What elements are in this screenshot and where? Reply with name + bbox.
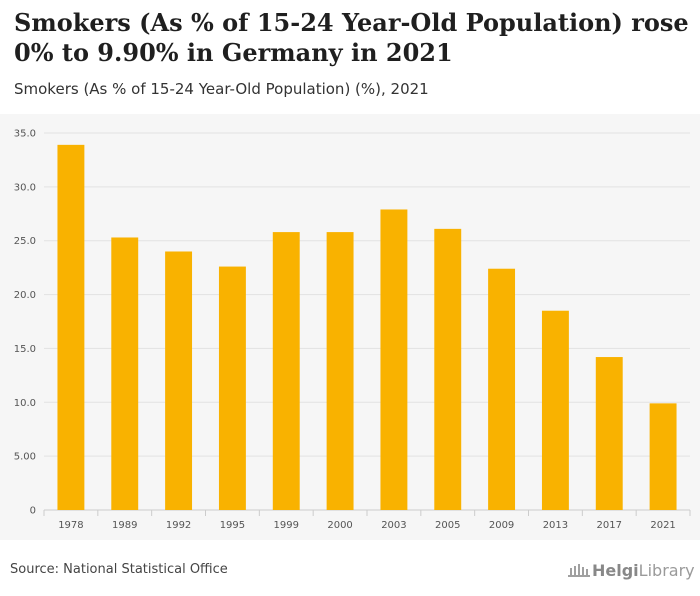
logo-text: Library (638, 561, 695, 580)
x-tick-label: 1989 (112, 520, 137, 531)
x-tick-label: 2017 (597, 520, 622, 531)
logo-text-bold: Helgi (592, 561, 639, 580)
chart-subtitle: Smokers (As % of 15-24 Year-Old Populati… (14, 80, 429, 98)
y-tick-label: 15.0 (14, 344, 36, 355)
x-tick-label: 1992 (166, 520, 191, 531)
y-tick-label: 20.0 (14, 290, 36, 301)
x-tick-label: 2000 (327, 520, 352, 531)
bar-1999 (272, 232, 300, 510)
bar-2000 (326, 232, 354, 510)
bar-1989 (111, 237, 139, 510)
x-tick-label: 2003 (381, 520, 406, 531)
x-tick-label: 1999 (274, 520, 299, 531)
chart-title: Smokers (As % of 15-24 Year-Old Populati… (14, 8, 689, 67)
plot-area: 0 5.00 10.0 15.0 20.0 25.0 30.0 35.0 1978 1989 199… (0, 114, 700, 540)
y-tick-label: 25.0 (14, 236, 36, 247)
x-tick-label: 2005 (435, 520, 460, 531)
y-tick-label: 35.0 (14, 129, 36, 140)
x-tick-label: 2013 (543, 520, 568, 531)
y-tick-label: 0 (30, 506, 36, 517)
source-note: Source: National Statistical Office (10, 562, 228, 577)
y-tick-label: 5.00 (14, 452, 36, 463)
bar-1978 (57, 144, 85, 510)
helgi-library-logo: HelgiLibrary (568, 561, 695, 580)
library-logo-icon (568, 564, 590, 577)
bar-2009 (488, 268, 516, 510)
bar-2013 (541, 310, 569, 510)
bar-1995 (218, 266, 246, 510)
x-tick-label: 1995 (220, 520, 245, 531)
bar-2017 (595, 357, 623, 510)
bar-chart: 0 5.00 10.0 15.0 20.0 25.0 30.0 35.0 1978 1989 199… (14, 129, 691, 531)
bar-2005 (434, 228, 462, 510)
y-tick-label: 10.0 (14, 398, 36, 409)
bar-2003 (380, 209, 408, 510)
x-tick-label: 2009 (489, 520, 514, 531)
x-tick-label: 2021 (650, 520, 675, 531)
bar-1992 (165, 251, 193, 510)
y-tick-label: 30.0 (14, 182, 36, 193)
bar-2021 (649, 403, 677, 510)
x-tick-label: 1978 (58, 520, 83, 531)
